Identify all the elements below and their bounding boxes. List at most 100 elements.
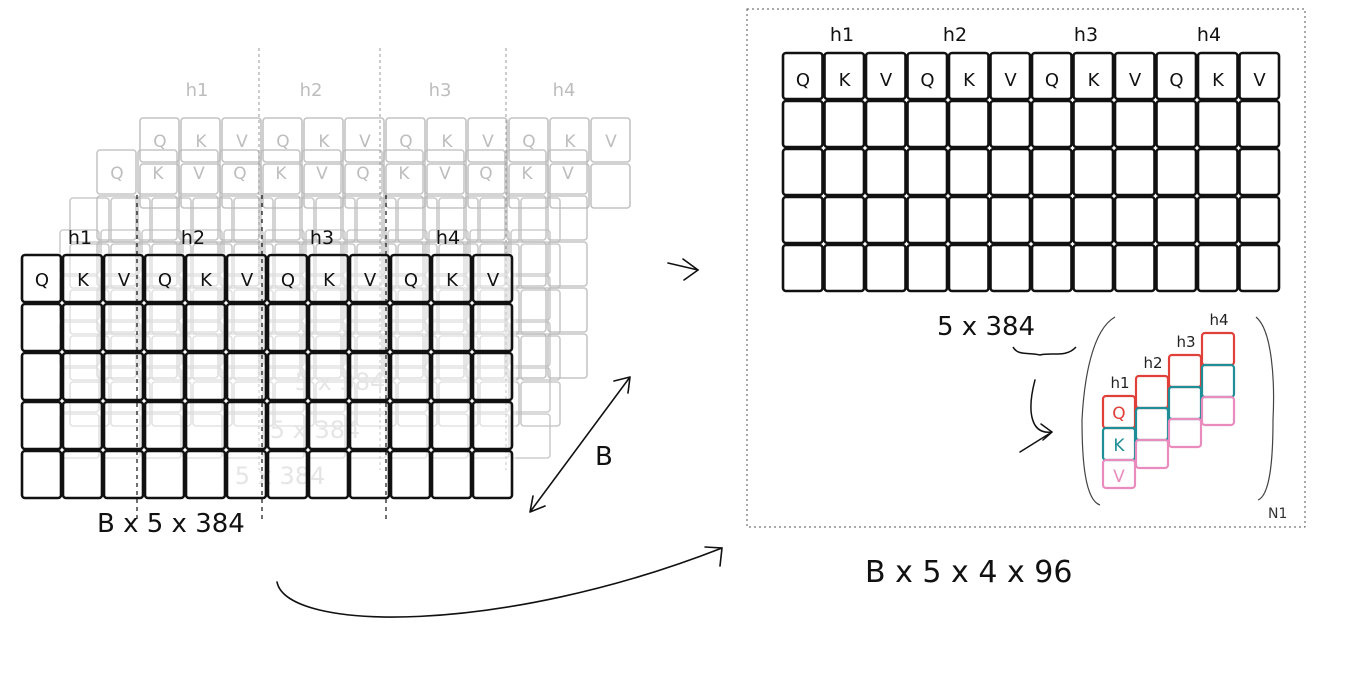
back-head-label: h3 — [429, 80, 452, 101]
back-layer-cell — [510, 367, 551, 413]
front-cell-label: K — [200, 270, 213, 291]
back-layer-cell — [356, 243, 397, 289]
left-stacked-tensor: QKVQKVQKVQKVQKVQKVQKVQKVh1h2h3h45 x 3845… — [59, 48, 631, 490]
back-layer-cell — [520, 381, 561, 427]
right-cell-label: K — [1088, 70, 1101, 91]
right-grid-cell — [906, 195, 949, 245]
back-layer-cell — [549, 163, 590, 209]
right-cell-label: Q — [920, 70, 934, 91]
back-layer-cell — [274, 381, 315, 427]
front-layer-cell — [471, 400, 514, 451]
back-layer-cell — [356, 197, 397, 243]
right-grid-cell — [947, 147, 990, 197]
front-head-label: h4 — [436, 227, 460, 249]
back-layer-cell — [479, 381, 520, 427]
back-layer-cell — [137, 195, 178, 241]
back-layer-cell — [69, 335, 110, 381]
back-layer-cell — [506, 195, 547, 241]
back-layer-cell — [305, 229, 346, 275]
back-layer-cell — [151, 381, 192, 427]
front-layer-cell — [348, 253, 391, 304]
back-cell-label: K — [152, 164, 164, 184]
right-grid-cell — [1155, 99, 1198, 149]
right-grid-cell — [906, 147, 949, 197]
back-cell-label: Q — [522, 132, 535, 152]
back-cell-label: V — [316, 164, 328, 184]
right-grid-cell — [823, 147, 866, 197]
right-grid-cell — [947, 195, 990, 245]
right-grid-cell — [1238, 243, 1281, 293]
front-layer-cell — [307, 400, 350, 451]
back-cell-label: Q — [479, 164, 492, 184]
right-grid-cell — [947, 243, 990, 293]
right-grid-cell — [781, 99, 824, 149]
right-grid-cell — [1155, 243, 1198, 293]
back-layer-cell — [383, 195, 424, 241]
front-layer-cell — [389, 302, 432, 353]
back-layer-cell — [547, 287, 588, 333]
right-grid-cell — [947, 51, 990, 101]
depth-arrow-icon — [529, 376, 631, 513]
right-cell-label: K — [963, 70, 976, 91]
left-shape-label: B x 5 x 384 — [97, 509, 245, 539]
back-layer-cell — [428, 229, 469, 275]
back-cell-label: Q — [110, 164, 123, 184]
right-grid-cell — [864, 51, 907, 101]
right-grid-cell — [906, 243, 949, 293]
right-grid-cell — [1030, 51, 1073, 101]
detail-head-label: h1 — [1110, 374, 1129, 392]
back-layer-cell — [192, 335, 233, 381]
back-layer-cell — [223, 229, 264, 275]
back-layer-cell — [510, 321, 551, 367]
front-layer-cell — [389, 351, 432, 402]
row-shape-label: 5 x 384 — [937, 312, 1035, 342]
front-cell-label: V — [487, 270, 500, 291]
q-block — [1200, 331, 1236, 367]
back-layer-cell — [315, 289, 356, 335]
detail-k-label: K — [1113, 436, 1125, 456]
back-layer-cell — [547, 195, 588, 241]
front-layer-cell — [430, 253, 473, 304]
back-layer-cell — [151, 289, 192, 335]
back-layer-cell — [383, 149, 424, 195]
right-cell-label: Q — [1169, 70, 1183, 91]
back-layer-cell — [180, 117, 221, 163]
back-layer-cell — [424, 149, 465, 195]
front-layer-cell — [348, 351, 391, 402]
back-cell-label: Q — [153, 132, 166, 152]
right-grid-cell — [864, 195, 907, 245]
back-head-label: h4 — [553, 80, 576, 101]
right-grid-cell — [989, 99, 1032, 149]
back-layer-cell — [137, 149, 178, 195]
right-grid-cell — [947, 99, 990, 149]
front-layer-cell — [143, 449, 186, 500]
back-cell-label: K — [398, 164, 410, 184]
right-grid-cell — [1196, 195, 1239, 245]
right-grid-cell — [1113, 99, 1156, 149]
right-grid-cell — [823, 99, 866, 149]
back-cell-label: V — [193, 164, 205, 184]
right-cell-label: V — [880, 70, 893, 91]
back-layer-cell — [192, 197, 233, 243]
right-grid-cell — [1072, 195, 1115, 245]
front-cell-label: Q — [158, 270, 172, 291]
right-grid-cell — [1155, 51, 1198, 101]
right-grid-cell — [1155, 147, 1198, 197]
front-cell-label: V — [364, 270, 377, 291]
back-layer-cell — [260, 195, 301, 241]
back-layer-cell — [467, 117, 508, 163]
right-grid-cell — [781, 51, 824, 101]
right-grid-cell — [1238, 147, 1281, 197]
back-layer-cell — [479, 197, 520, 243]
front-layer-cell — [471, 302, 514, 353]
back-layer-cell — [110, 243, 151, 289]
right-cell-label: K — [1212, 70, 1225, 91]
front-cell-label: K — [323, 270, 336, 291]
head-split-detail: h1 h2 h3 h4 QKV — [1101, 311, 1236, 490]
right-grid-cell — [1113, 147, 1156, 197]
back-layer-cell — [178, 195, 219, 241]
front-layer-cell — [430, 351, 473, 402]
back-layer-cell — [192, 289, 233, 335]
ghost-shape-label: 5 x 384 — [270, 416, 361, 444]
front-layer-cell — [20, 351, 63, 402]
